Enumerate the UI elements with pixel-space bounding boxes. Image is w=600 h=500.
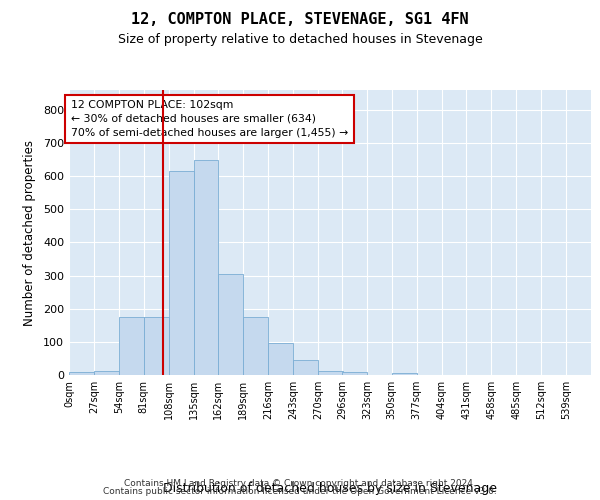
Text: Size of property relative to detached houses in Stevenage: Size of property relative to detached ho… bbox=[118, 32, 482, 46]
Bar bbox=[194, 160, 218, 375]
Text: 12, COMPTON PLACE, STEVENAGE, SG1 4FN: 12, COMPTON PLACE, STEVENAGE, SG1 4FN bbox=[131, 12, 469, 28]
Text: Contains HM Land Registry data © Crown copyright and database right 2024.: Contains HM Land Registry data © Crown c… bbox=[124, 478, 476, 488]
Bar bbox=[218, 274, 244, 375]
Bar bbox=[342, 372, 367, 375]
Bar bbox=[293, 360, 318, 375]
Y-axis label: Number of detached properties: Number of detached properties bbox=[23, 140, 36, 326]
Text: 12 COMPTON PLACE: 102sqm
← 30% of detached houses are smaller (634)
70% of semi-: 12 COMPTON PLACE: 102sqm ← 30% of detach… bbox=[71, 100, 348, 138]
Bar bbox=[268, 343, 293, 375]
Bar bbox=[169, 170, 194, 375]
Bar bbox=[392, 374, 416, 375]
Bar bbox=[318, 370, 343, 375]
Bar bbox=[144, 317, 169, 375]
Bar bbox=[119, 317, 144, 375]
X-axis label: Distribution of detached houses by size in Stevenage: Distribution of detached houses by size … bbox=[163, 482, 497, 494]
Bar bbox=[244, 317, 268, 375]
Bar bbox=[94, 370, 119, 375]
Bar bbox=[69, 372, 94, 375]
Text: Contains public sector information licensed under the Open Government Licence v3: Contains public sector information licen… bbox=[103, 487, 497, 496]
